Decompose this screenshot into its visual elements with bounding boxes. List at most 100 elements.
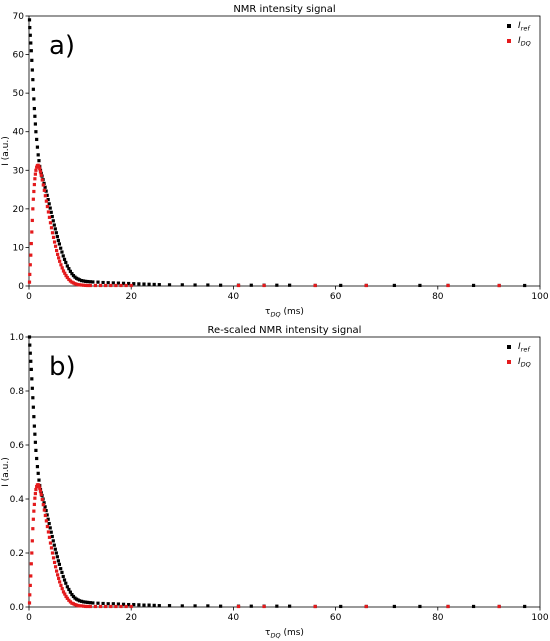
data-point-ref	[137, 603, 141, 607]
x-tick-label: 60	[330, 292, 342, 302]
data-point-ref	[84, 279, 88, 283]
y-tick-label: 0	[18, 282, 24, 292]
data-point-DQ	[28, 272, 32, 277]
data-point-DQ	[61, 590, 66, 594]
data-point-ref	[339, 604, 343, 609]
data-point-ref	[50, 534, 54, 539]
data-point-ref	[392, 604, 396, 609]
data-point-ref	[29, 359, 33, 363]
data-point-DQ	[119, 604, 123, 609]
data-point-ref	[64, 260, 68, 265]
data-point-ref	[30, 68, 34, 72]
data-point-ref	[71, 594, 76, 599]
data-point-ref	[36, 471, 40, 475]
data-point-DQ	[44, 199, 48, 203]
data-point-DQ	[30, 551, 34, 555]
data-point-DQ	[38, 486, 42, 490]
data-point-ref	[86, 279, 90, 284]
data-point-DQ	[48, 541, 53, 545]
data-point-ref	[142, 282, 146, 286]
y-tick-label: 40	[13, 128, 25, 138]
data-point-DQ	[41, 183, 45, 187]
x-axis-label-sub: DQ	[270, 632, 280, 640]
data-point-DQ	[42, 508, 46, 512]
data-point-ref	[96, 280, 100, 284]
data-point-DQ	[52, 560, 57, 565]
data-point-DQ	[33, 172, 37, 176]
data-point-ref	[44, 189, 48, 193]
data-point-DQ	[51, 556, 56, 560]
data-point-DQ	[114, 604, 118, 609]
data-point-DQ	[39, 493, 43, 497]
data-point-DQ	[45, 524, 49, 529]
data-point-DQ	[59, 263, 63, 267]
data-point-ref	[28, 33, 32, 37]
data-point-DQ	[46, 530, 51, 534]
data-point-ref	[80, 599, 84, 603]
x-axis-label-unit: (ms)	[281, 628, 304, 638]
data-point-ref	[121, 602, 126, 606]
data-point-ref	[64, 581, 68, 585]
data-point-ref	[157, 604, 161, 608]
data-point-DQ	[64, 273, 68, 278]
data-point-DQ	[29, 562, 33, 566]
data-point-ref	[127, 281, 131, 286]
data-point-DQ	[28, 263, 32, 267]
panel-label: a)	[49, 31, 75, 61]
legend-label-sub: ref	[521, 346, 532, 354]
data-point-ref	[157, 283, 161, 287]
data-point-DQ	[104, 283, 108, 288]
data-point-DQ	[364, 283, 368, 288]
data-point-ref	[70, 592, 74, 597]
series-DQ-markers	[27, 163, 501, 288]
data-point-DQ	[31, 527, 35, 531]
data-point-ref	[30, 377, 34, 381]
data-point-DQ	[47, 215, 52, 219]
x-tick-label: 0	[26, 613, 32, 623]
data-point-ref	[48, 526, 52, 530]
data-point-ref	[288, 604, 292, 608]
data-point-DQ	[57, 576, 61, 580]
data-point-ref	[84, 600, 88, 604]
data-point-ref	[30, 386, 34, 390]
data-point-DQ	[124, 604, 128, 609]
data-point-ref	[67, 587, 71, 592]
data-point-DQ	[236, 283, 241, 288]
data-point-DQ	[35, 484, 39, 489]
data-point-DQ	[56, 573, 60, 577]
data-point-DQ	[64, 594, 68, 599]
data-point-DQ	[57, 256, 61, 260]
data-point-DQ	[129, 604, 133, 609]
data-point-DQ	[88, 283, 92, 288]
data-point-DQ	[446, 604, 450, 609]
data-point-ref	[61, 574, 65, 579]
data-point-ref	[206, 604, 210, 608]
data-point-ref	[53, 547, 57, 551]
data-point-DQ	[60, 266, 64, 270]
data-point-DQ	[49, 546, 54, 550]
data-point-ref	[51, 539, 55, 543]
data-point-DQ	[129, 283, 133, 288]
data-point-DQ	[38, 489, 43, 493]
x-tick-label: 80	[432, 292, 444, 302]
data-point-DQ	[43, 194, 47, 198]
data-point-ref	[61, 254, 65, 258]
y-axis-label: I (a.u.)	[1, 136, 11, 165]
data-point-DQ	[32, 182, 36, 187]
data-point-DQ	[77, 283, 82, 287]
data-point-ref	[249, 604, 253, 608]
data-point-ref	[275, 283, 279, 287]
data-point-DQ	[63, 271, 67, 275]
data-point-DQ	[29, 241, 33, 246]
data-point-DQ	[33, 177, 37, 181]
data-point-DQ	[236, 604, 241, 609]
data-point-DQ	[32, 189, 36, 194]
legend-label-DQ: IDQ	[518, 357, 531, 369]
data-point-DQ	[42, 188, 46, 192]
data-point-DQ	[86, 283, 90, 288]
data-point-DQ	[104, 604, 108, 609]
plot-frame	[28, 15, 541, 287]
legend-marker-DQ	[507, 39, 511, 43]
data-point-DQ	[27, 280, 32, 284]
y-tick-label: 30	[13, 166, 25, 176]
